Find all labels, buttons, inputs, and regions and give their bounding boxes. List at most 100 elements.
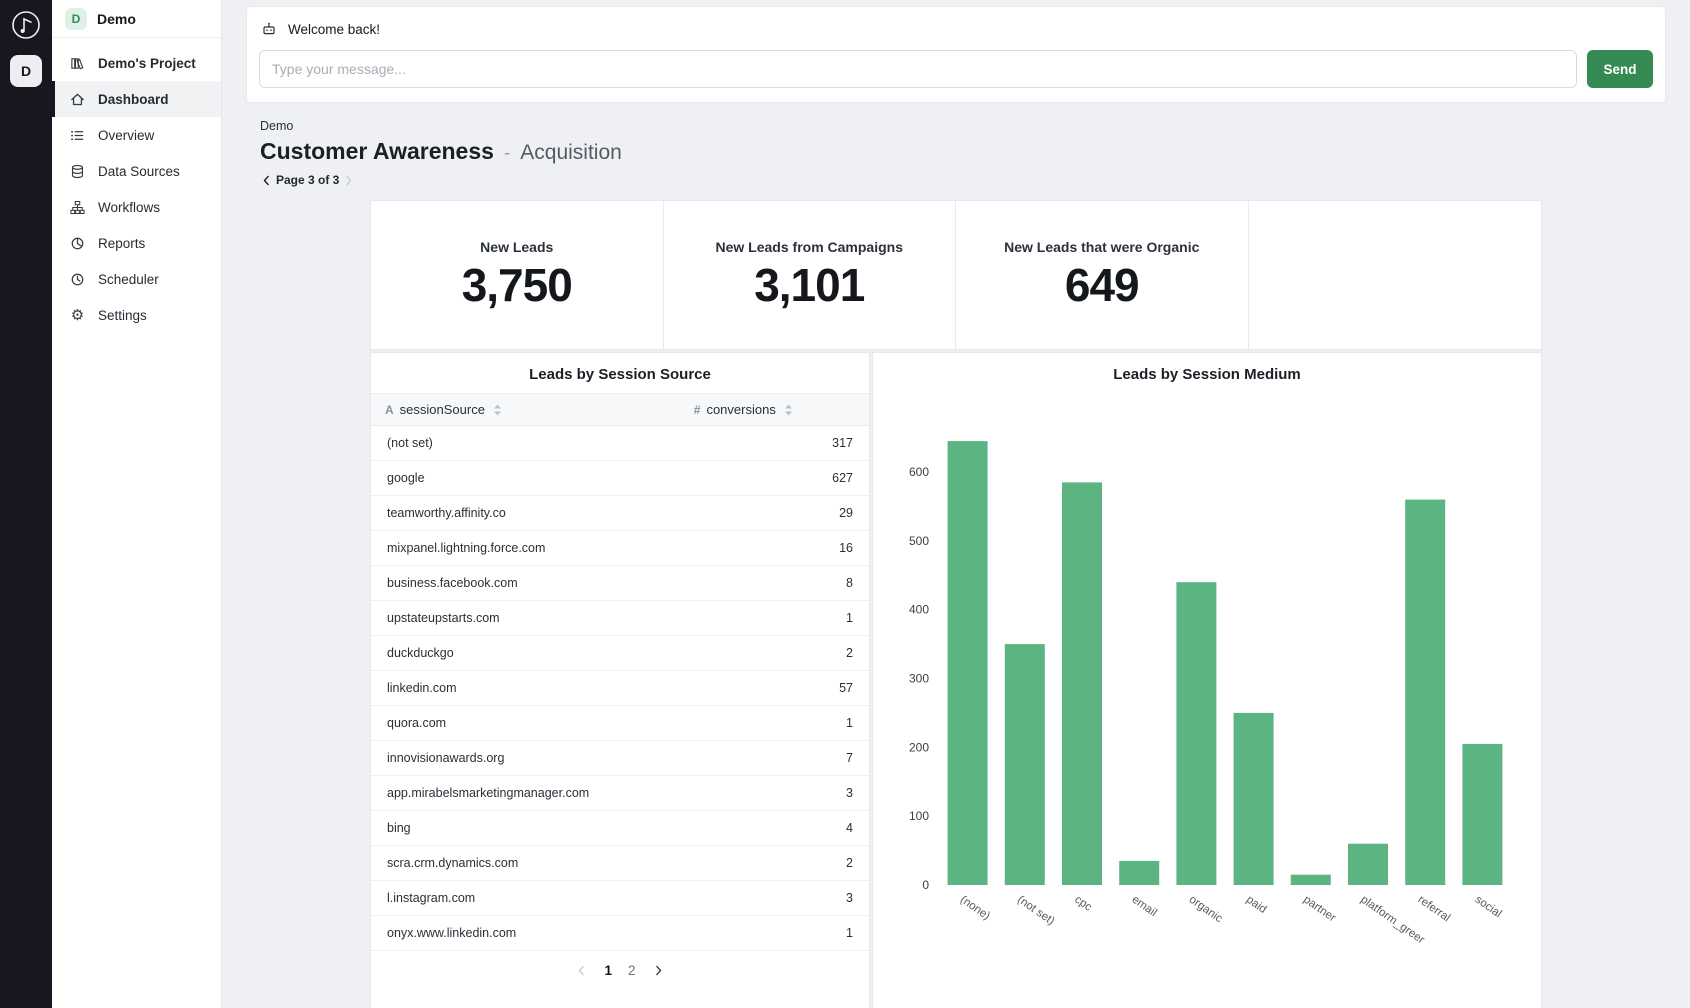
sidebar: D Demo Demo's Project Dashboard Overview Da… bbox=[52, 0, 222, 1008]
stat-label: New Leads bbox=[480, 238, 554, 255]
table-row: mixpanel.lightning.force.com 16 bbox=[371, 530, 869, 566]
workspace-tile[interactable]: D bbox=[10, 55, 42, 87]
message-input[interactable] bbox=[259, 50, 1577, 88]
stat-value: 3,101 bbox=[754, 258, 865, 311]
dashboard-body: New Leads 3,750 New Leads from Campaigns 3,… bbox=[370, 200, 1542, 1008]
session-source-cell: mixpanel.lightning.force.com bbox=[371, 530, 680, 566]
session-source-cell: teamworthy.affinity.co bbox=[371, 495, 680, 531]
table-page-2[interactable]: 2 bbox=[628, 963, 636, 978]
stat-value: 649 bbox=[1064, 258, 1140, 311]
conversions-cell: 2 bbox=[679, 635, 869, 671]
sidebar-item-label: Data Sources bbox=[98, 163, 180, 179]
workspace-header[interactable]: D Demo bbox=[52, 0, 221, 38]
sort-icon bbox=[784, 404, 793, 416]
session-source-cell: l.instagram.com bbox=[371, 880, 680, 916]
sort-icon bbox=[493, 404, 502, 416]
table-header: A sessionSource # conversions bbox=[371, 393, 869, 426]
sidebar-item-settings[interactable]: ⚙ Settings bbox=[52, 297, 221, 333]
conversions-cell: 627 bbox=[679, 460, 869, 496]
table-row: duckduckgo 2 bbox=[371, 635, 869, 671]
home-icon bbox=[69, 91, 86, 108]
table-page-1[interactable]: 1 bbox=[604, 963, 612, 978]
session-source-cell: upstateupstarts.com bbox=[371, 600, 680, 636]
database-icon bbox=[69, 163, 86, 180]
title-row: Customer Awareness - Acquisition bbox=[260, 138, 1666, 165]
clock-icon bbox=[69, 271, 86, 288]
workspace-name: Demo bbox=[97, 10, 136, 27]
svg-text:(none): (none) bbox=[958, 894, 992, 923]
table-row: teamworthy.affinity.co 29 bbox=[371, 495, 869, 531]
table-prev-page-button[interactable] bbox=[575, 964, 588, 977]
table-row: linkedin.com 57 bbox=[371, 670, 869, 706]
session-source-cell: business.facebook.com bbox=[371, 565, 680, 601]
svg-text:400: 400 bbox=[909, 603, 929, 617]
conversions-cell: 57 bbox=[679, 670, 869, 706]
sidebar-item-workflows[interactable]: Workflows bbox=[52, 189, 221, 225]
session-source-cell: (not set) bbox=[371, 425, 680, 461]
table-title: Leads by Session Source bbox=[529, 366, 711, 383]
workspace-avatar: D bbox=[65, 7, 87, 30]
workspace-rail: D bbox=[0, 0, 52, 1008]
sidebar-item-data-sources[interactable]: Data Sources bbox=[52, 153, 221, 189]
main-content: Welcome back! Send Demo Customer Awarene… bbox=[222, 0, 1690, 1008]
bar bbox=[1176, 582, 1217, 885]
session-source-cell: app.mirabelsmarketingmanager.com bbox=[371, 775, 680, 811]
conversions-cell: 317 bbox=[679, 425, 869, 461]
table-row: scra.crm.dynamics.com 2 bbox=[371, 845, 869, 881]
sidebar-item-demo-s-project[interactable]: Demo's Project bbox=[52, 45, 221, 81]
svg-text:0: 0 bbox=[922, 878, 929, 892]
conversions-cell: 4 bbox=[679, 810, 869, 846]
assistant-panel: Welcome back! Send bbox=[246, 6, 1666, 103]
prev-dashboard-page-button[interactable] bbox=[260, 174, 273, 187]
conversions-cell: 3 bbox=[679, 880, 869, 916]
sidebar-item-label: Workflows bbox=[98, 199, 161, 215]
column-label: sessionSource bbox=[399, 402, 485, 417]
page-subtitle: Acquisition bbox=[520, 141, 622, 164]
page-indicator: Page 3 of 3 bbox=[276, 173, 340, 187]
chat-input-row: Send bbox=[259, 50, 1653, 88]
session-source-cell: onyx.www.linkedin.com bbox=[371, 915, 680, 951]
svg-text:100: 100 bbox=[909, 809, 929, 823]
breadcrumb: Demo bbox=[260, 119, 294, 133]
column-header-session-source[interactable]: A sessionSource bbox=[371, 393, 680, 426]
svg-text:300: 300 bbox=[909, 672, 929, 686]
table-body: (not set) 317 google 627 teamworthy.affinity… bbox=[371, 425, 869, 951]
send-button[interactable]: Send bbox=[1587, 50, 1653, 88]
session-source-cell: bing bbox=[371, 810, 680, 846]
session-medium-bar-chart: 0 100 200 300 400 500 600 (none) (not set) cpc ema… bbox=[909, 441, 1504, 946]
sidebar-item-reports[interactable]: Reports bbox=[52, 225, 221, 261]
svg-text:partner: partner bbox=[1301, 894, 1338, 925]
stat-card-new-leads-that-were-organic: New Leads that were Organic 649 bbox=[956, 201, 1249, 349]
page-header: Demo Customer Awareness - Acquisition Pa… bbox=[222, 103, 1690, 187]
next-dashboard-page-button[interactable] bbox=[342, 174, 355, 187]
table-row: bing 4 bbox=[371, 810, 869, 846]
svg-text:paid: paid bbox=[1244, 894, 1269, 916]
svg-text:referral: referral bbox=[1415, 894, 1452, 925]
stat-card-empty bbox=[1249, 201, 1542, 349]
svg-text:social: social bbox=[1473, 894, 1504, 921]
conversions-cell: 1 bbox=[679, 915, 869, 951]
leads-by-source-panel: Leads by Session Source A sessionSource bbox=[370, 352, 870, 1008]
stats-grid: New Leads 3,750 New Leads from Campaigns 3,… bbox=[370, 200, 1542, 350]
table-row: upstateupstarts.com 1 bbox=[371, 600, 869, 636]
app-logo-icon[interactable] bbox=[10, 9, 42, 41]
conversions-cell: 8 bbox=[679, 565, 869, 601]
table-next-page-button[interactable] bbox=[652, 964, 665, 977]
column-header-conversions[interactable]: # conversions bbox=[679, 393, 869, 426]
svg-text:(not set): (not set) bbox=[1015, 894, 1057, 928]
sidebar-item-overview[interactable]: Overview bbox=[52, 117, 221, 153]
bar bbox=[1233, 712, 1274, 885]
session-source-cell: quora.com bbox=[371, 705, 680, 741]
sidebar-item-scheduler[interactable]: Scheduler bbox=[52, 261, 221, 297]
conversions-cell: 29 bbox=[679, 495, 869, 531]
pie-icon bbox=[69, 235, 86, 252]
sidebar-item-label: Demo's Project bbox=[98, 55, 196, 71]
sidebar-item-dashboard[interactable]: Dashboard bbox=[52, 81, 221, 117]
conversions-cell: 1 bbox=[679, 705, 869, 741]
conversions-cell: 16 bbox=[679, 530, 869, 566]
welcome-message: Welcome back! bbox=[288, 22, 381, 37]
session-source-cell: linkedin.com bbox=[371, 670, 680, 706]
stat-label: New Leads from Campaigns bbox=[715, 238, 904, 255]
